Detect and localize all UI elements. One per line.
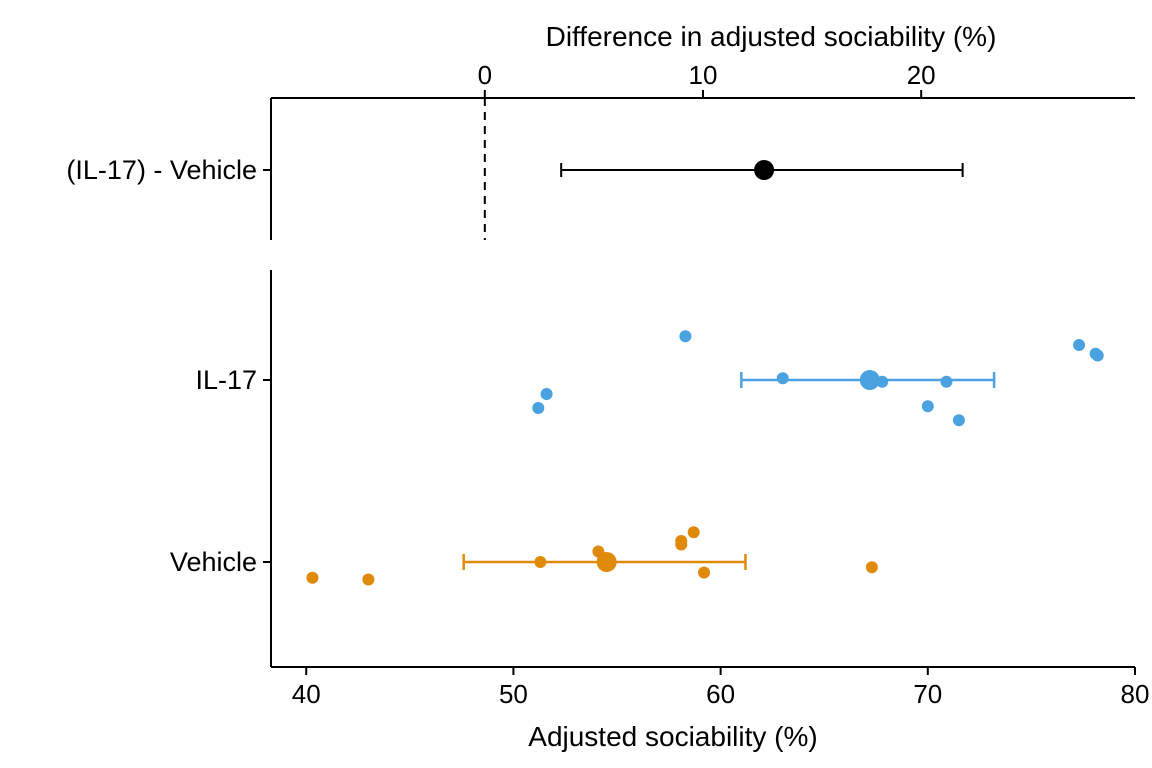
difference-x-tick-label: 0: [478, 60, 492, 90]
data-point: [675, 538, 688, 551]
sociability-x-axis-title: Adjusted sociability (%): [528, 721, 817, 752]
difference-mean-point: [754, 160, 775, 180]
group-mean-point: [596, 552, 617, 572]
difference-panel: 0 10 20 (IL-17) - Vehicle: [66, 60, 1135, 240]
data-point: [540, 388, 553, 400]
data-point: [687, 526, 700, 539]
data-point: [776, 372, 789, 385]
sociability-x-tick-label: 70: [913, 679, 942, 709]
data-point: [306, 571, 319, 584]
sociability-x-tick-label: 50: [499, 679, 528, 709]
difference-x-tick-label: 10: [689, 60, 718, 90]
difference-x-tick-label: 20: [907, 60, 936, 90]
data-point: [698, 566, 711, 579]
group-panel: 40 50 60 70 80 IL-17 Vehicle: [170, 270, 1150, 709]
data-point: [940, 375, 953, 388]
data-point: [1091, 349, 1104, 362]
data-point: [865, 561, 878, 574]
group-category-label: IL-17: [195, 365, 257, 395]
data-point: [362, 573, 375, 586]
data-point: [952, 414, 965, 427]
difference-category-label: (IL-17) - Vehicle: [66, 155, 257, 185]
data-point: [679, 330, 692, 343]
data-point: [532, 402, 545, 414]
group-category-label: Vehicle: [170, 547, 257, 577]
group-mean-point: [859, 370, 880, 390]
sociability-x-tick-label: 80: [1121, 679, 1150, 709]
difference-x-axis-title: Difference in adjusted sociability (%): [546, 21, 997, 52]
data-point: [921, 400, 934, 413]
sociability-x-tick-label: 40: [292, 679, 321, 709]
data-point: [1073, 339, 1086, 351]
sociability-x-tick-label: 60: [706, 679, 735, 709]
